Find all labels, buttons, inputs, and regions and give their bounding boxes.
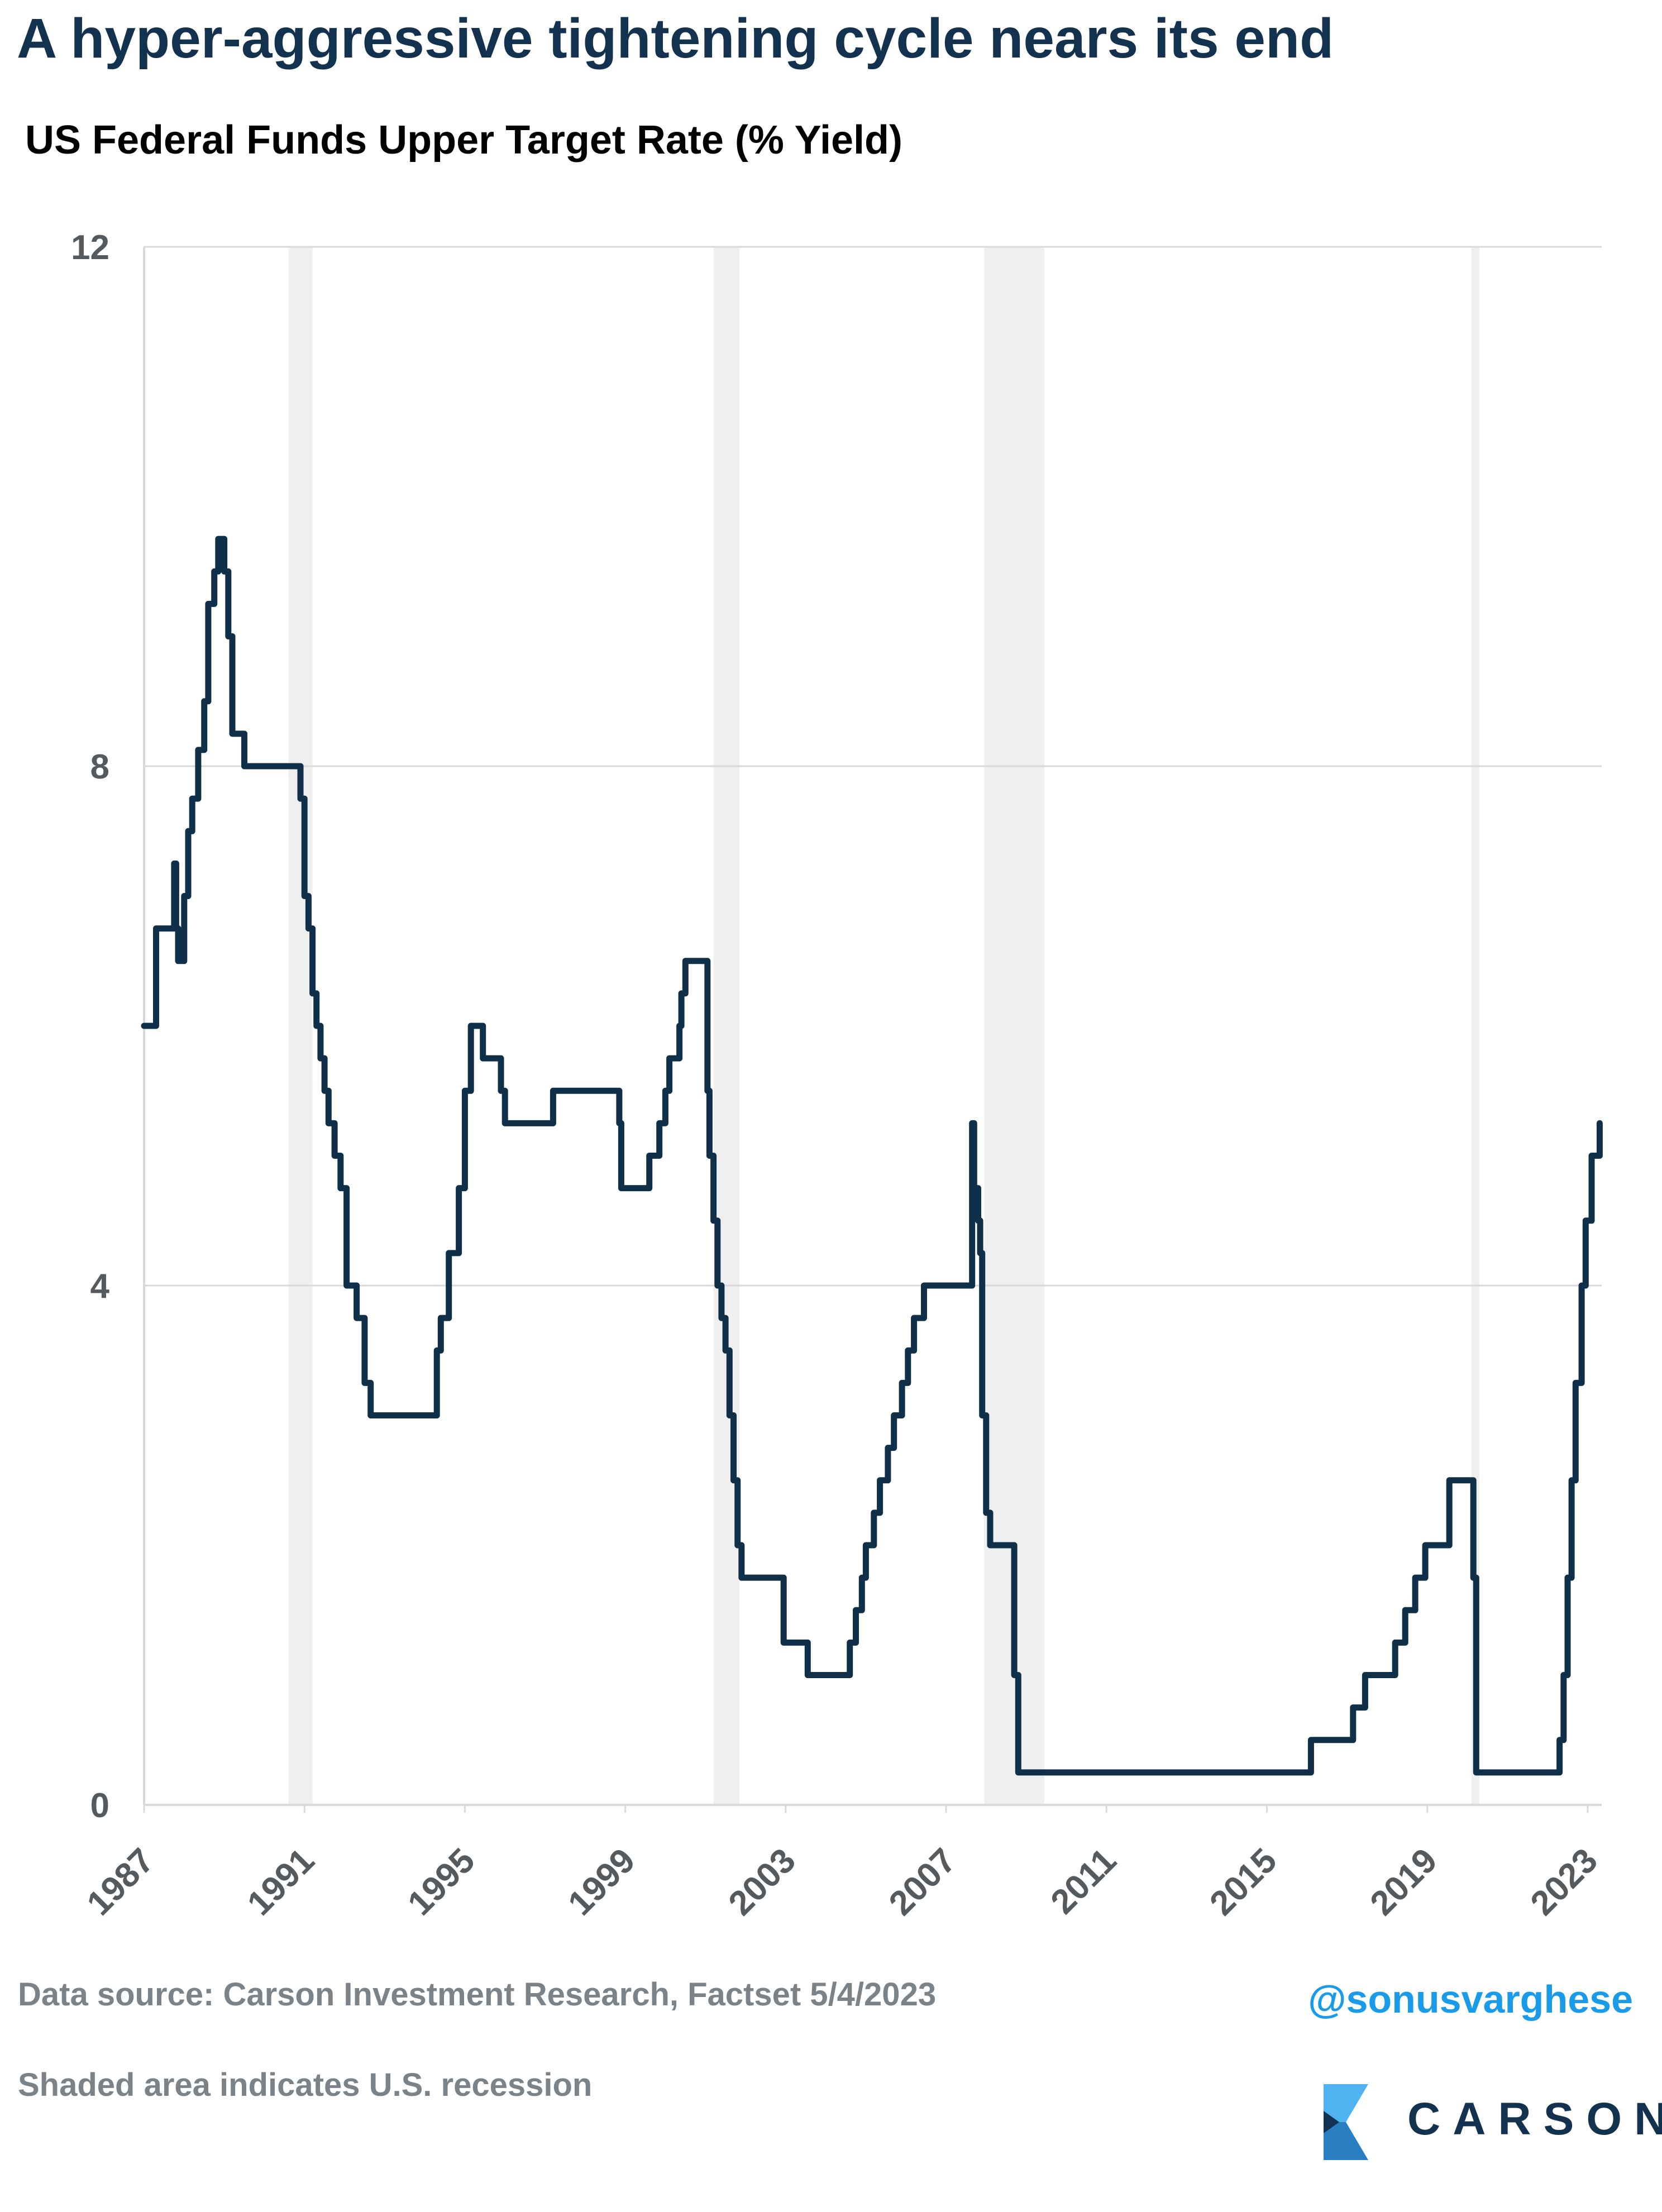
carson-logo-text: CARSON xyxy=(1407,2094,1662,2144)
axes xyxy=(143,247,1602,1813)
carson-logo: CARSON xyxy=(1318,2077,1662,2167)
author-handle[interactable]: @sonusvarghese xyxy=(1308,1977,1633,2021)
x-tick-label-2019: 2019 xyxy=(1363,1841,1444,1923)
series-line-0 xyxy=(141,536,1603,1776)
recession-shading xyxy=(288,247,1480,1805)
x-tick-label-2003: 2003 xyxy=(722,1841,803,1923)
x-tick-label-1995: 1995 xyxy=(400,1841,482,1923)
x-tick-label-2015: 2015 xyxy=(1202,1841,1284,1923)
x-tick-label-1991: 1991 xyxy=(240,1841,322,1923)
x-tick-label-1987: 1987 xyxy=(80,1841,161,1923)
x-tick-label-2007: 2007 xyxy=(882,1841,963,1923)
recession-note: Shaded area indicates U.S. recession xyxy=(18,2067,593,2103)
data-source-note: Data source: Carson Investment Research,… xyxy=(18,1976,937,2013)
chart-subtitle: US Federal Funds Upper Target Rate (% Yi… xyxy=(25,118,902,163)
y-tick-label-4: 4 xyxy=(90,1267,110,1306)
y-tick-label-12: 12 xyxy=(71,228,109,267)
y-tick-label-8: 8 xyxy=(90,748,109,786)
recession-band-1 xyxy=(713,247,740,1805)
y-tick-label-0: 0 xyxy=(90,1786,109,1825)
carson-logo-mark xyxy=(1324,2084,1368,2160)
x-tick-label-2011: 2011 xyxy=(1043,1841,1124,1922)
chart-title: A hyper-aggressive tightening cycle near… xyxy=(17,7,1334,70)
grid-lines xyxy=(144,246,1602,1287)
series xyxy=(141,536,1603,1776)
recession-band-3 xyxy=(1471,247,1480,1805)
x-tick-label-1999: 1999 xyxy=(561,1841,642,1923)
x-tick-label-2023: 2023 xyxy=(1524,1841,1605,1923)
recession-band-0 xyxy=(288,247,313,1805)
